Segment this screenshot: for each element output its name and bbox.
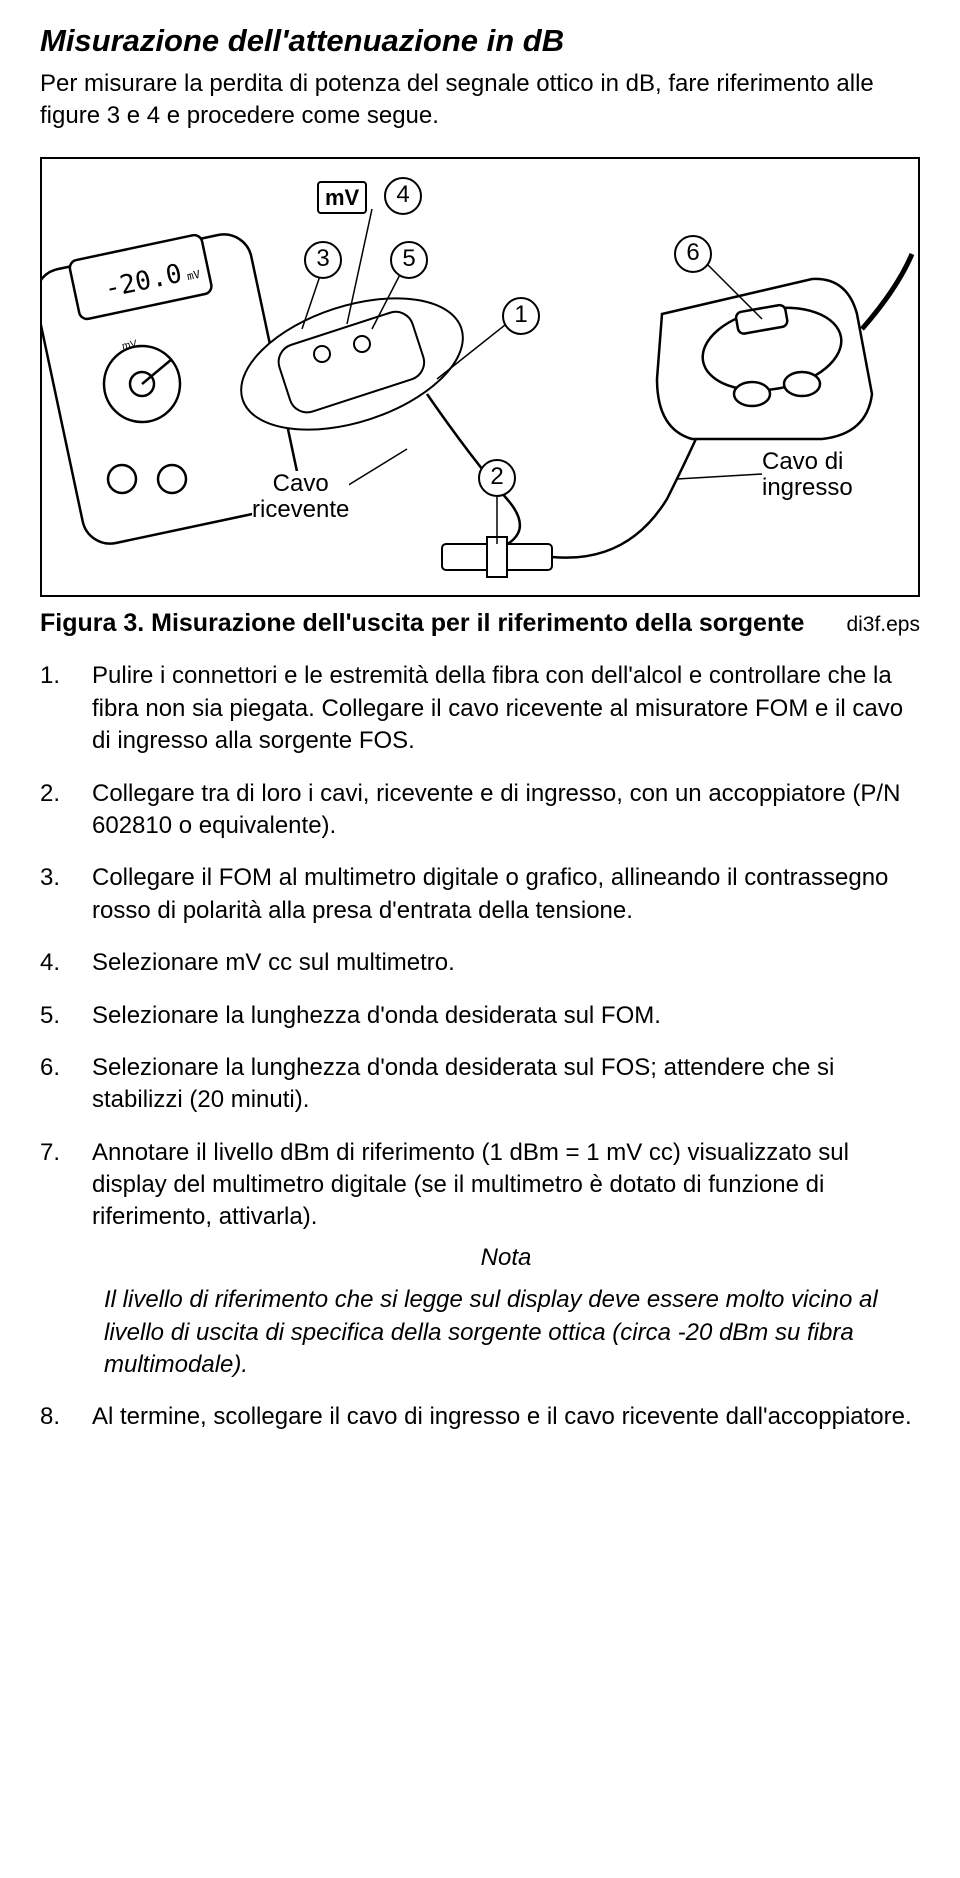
callout-2: 2 (478, 459, 516, 497)
step-2: Collegare tra di loro i cavi, ricevente … (40, 778, 920, 843)
note-heading: Nota (92, 1242, 920, 1274)
callout-5: 5 (390, 241, 428, 279)
intro-text: Per misurare la perdita di potenza del s… (40, 68, 920, 133)
page-heading: Misurazione dell'attenuazione in dB (40, 20, 920, 62)
label-input-cable: Cavo di ingresso (762, 449, 853, 502)
diagram-illustration: -20.0 mV mV (42, 159, 918, 595)
step-7: Annotare il livello dBm di riferimento (… (40, 1137, 920, 1382)
callout-4: 4 (384, 177, 422, 215)
mv-badge: mV (317, 181, 367, 215)
callout-6: 6 (674, 235, 712, 273)
step-8: Al termine, scollegare il cavo di ingres… (40, 1401, 920, 1433)
label-receiving-cable: Cavo ricevente (252, 471, 349, 524)
note-body: Il livello di riferimento che si legge s… (92, 1284, 920, 1381)
figure-3: -20.0 mV mV (40, 157, 920, 597)
figure-caption: Figura 3. Misurazione dell'uscita per il… (40, 607, 804, 641)
step-4: Selezionare mV cc sul multimetro. (40, 947, 920, 979)
eps-filename: di3f.eps (846, 611, 920, 639)
callout-3: 3 (304, 241, 342, 279)
steps-list: Pulire i connettori e le estremità della… (40, 660, 920, 1433)
step-1: Pulire i connettori e le estremità della… (40, 660, 920, 757)
step-6: Selezionare la lunghezza d'onda desidera… (40, 1052, 920, 1117)
step-5: Selezionare la lunghezza d'onda desidera… (40, 1000, 920, 1032)
step-3: Collegare il FOM al multimetro digitale … (40, 862, 920, 927)
callout-1: 1 (502, 297, 540, 335)
